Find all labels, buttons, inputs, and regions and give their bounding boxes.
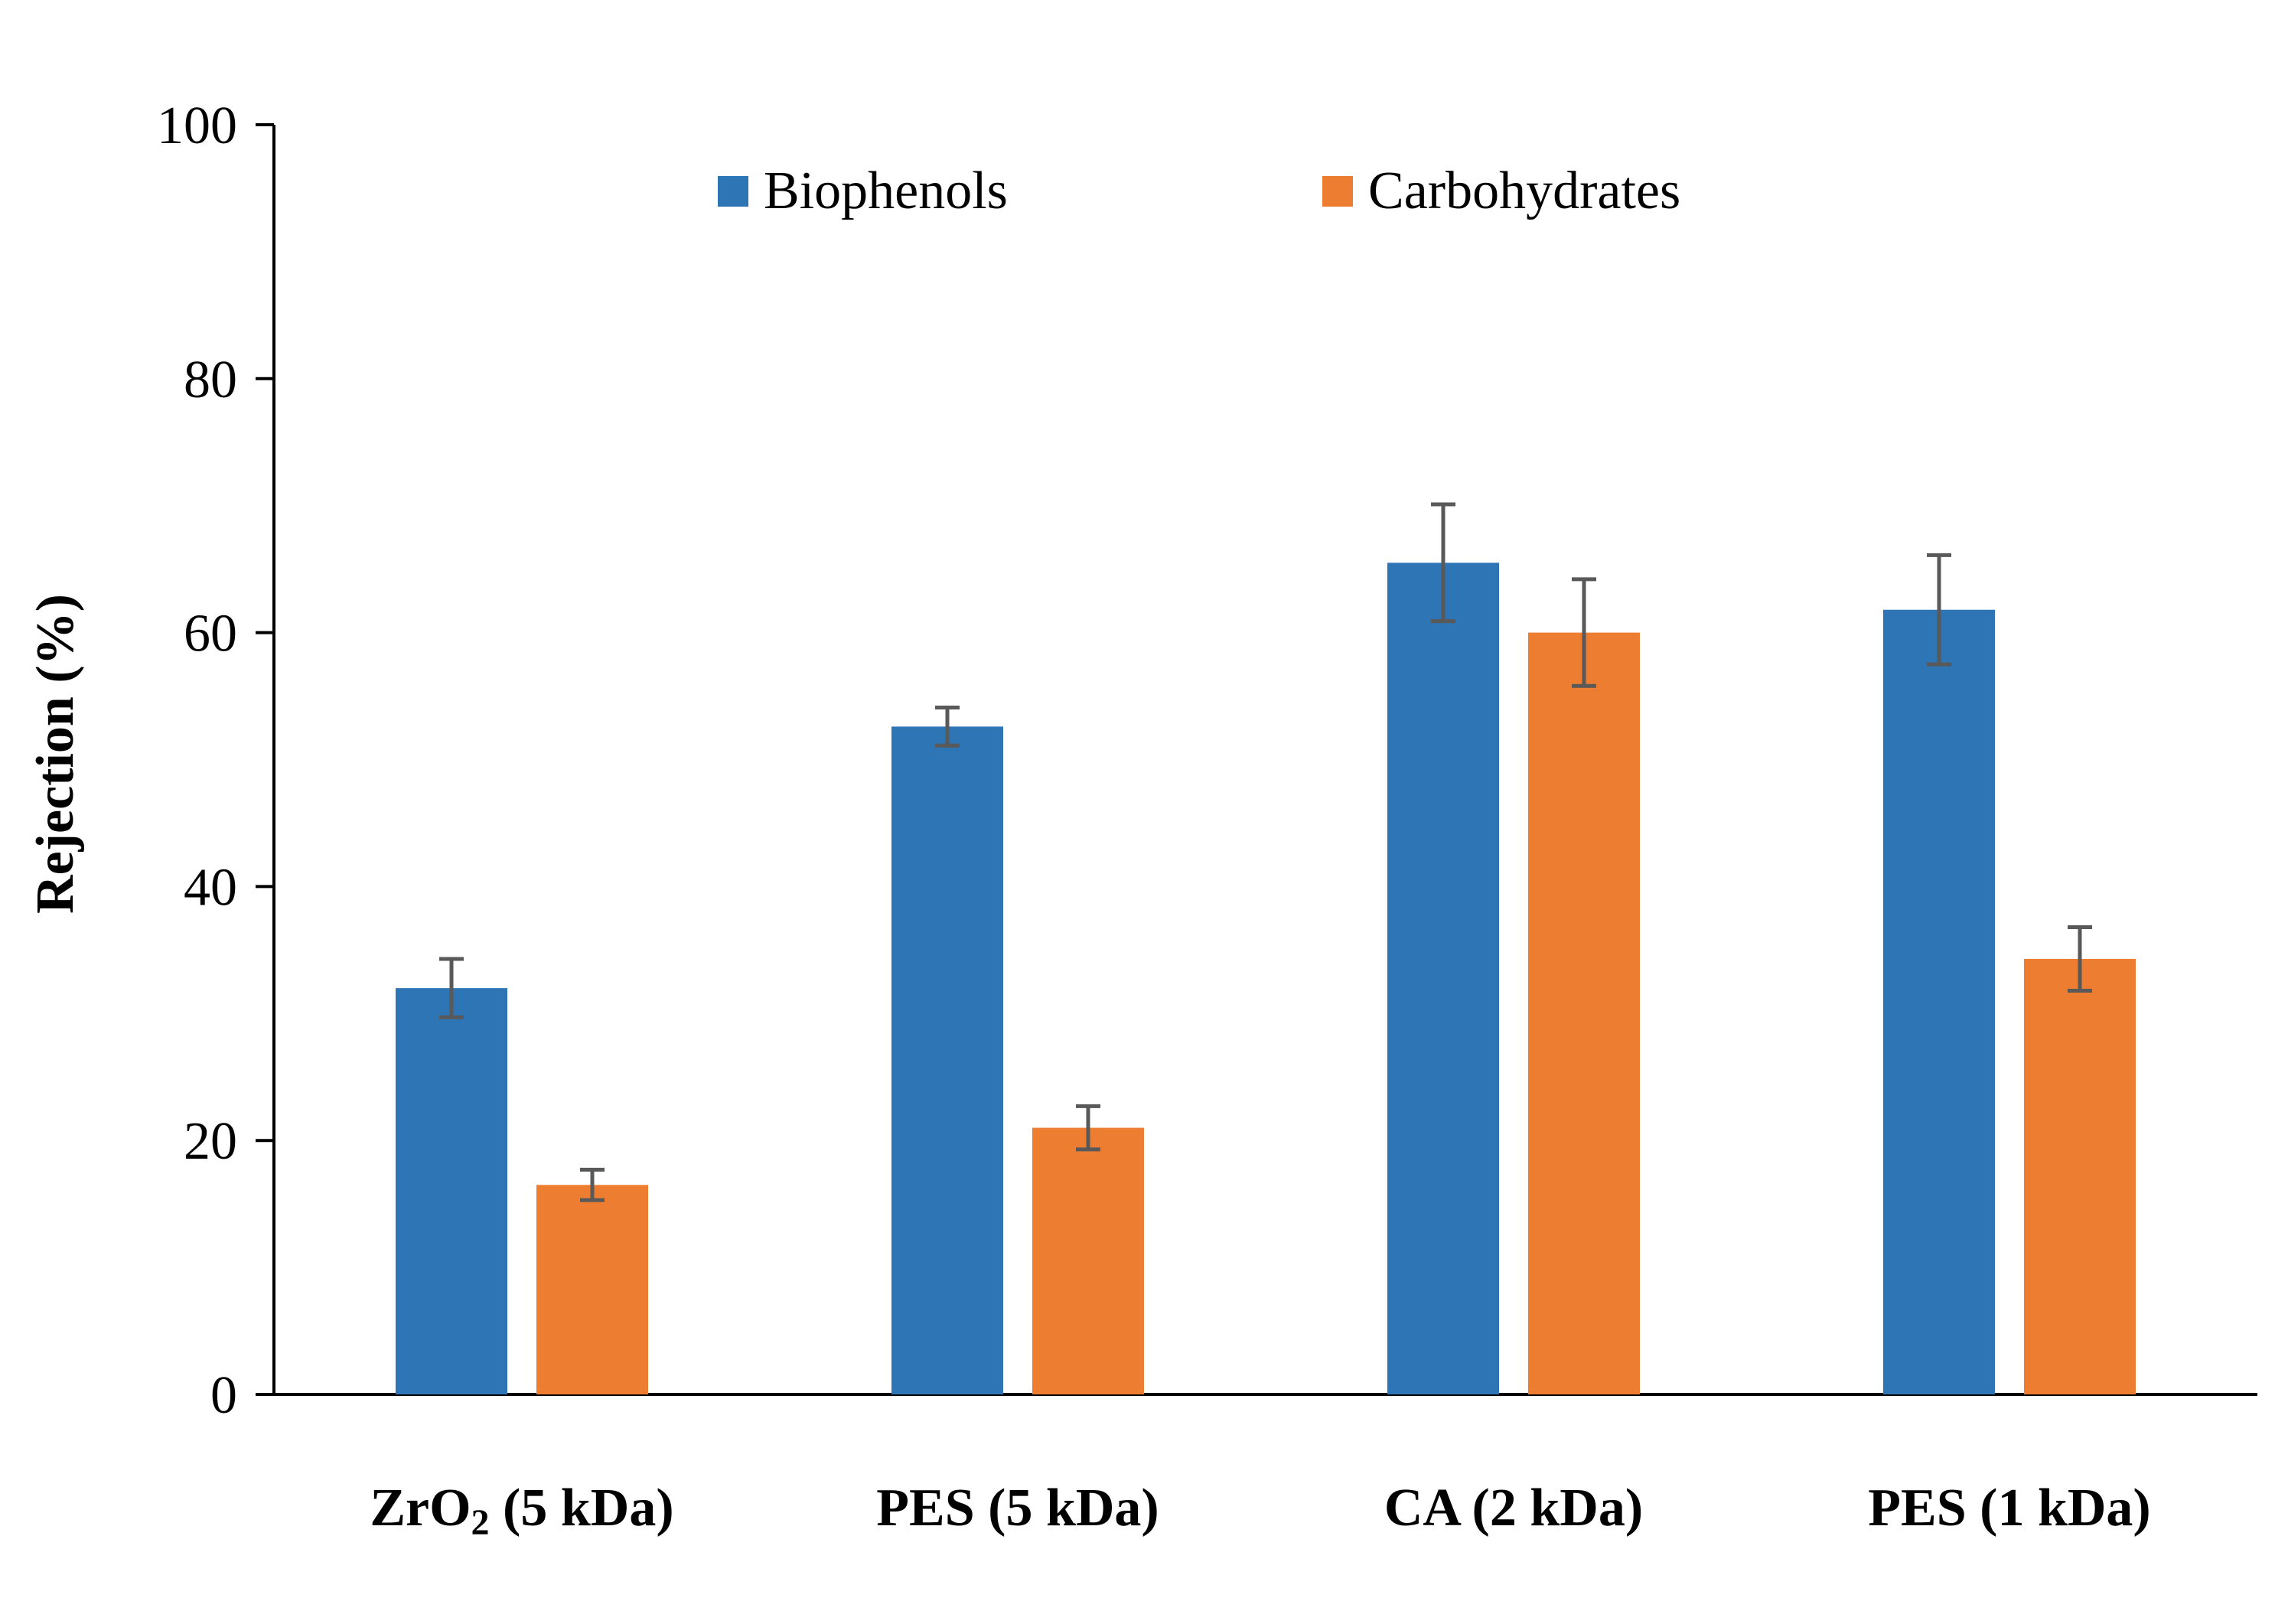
bar-carbohydrates-3 bbox=[2024, 958, 2136, 1394]
x-tick-label: CA (2 kDa) bbox=[1384, 1479, 1643, 1538]
error-bars-layer bbox=[439, 502, 2092, 1202]
bar-carbohydrates-0 bbox=[536, 1185, 648, 1394]
x-tick-label: PES (5 kDa) bbox=[876, 1479, 1159, 1538]
bar-biophenols-1 bbox=[891, 726, 1003, 1394]
y-axis-label: Rejection (%) bbox=[26, 594, 85, 914]
legend-swatch-carbohydrates bbox=[1322, 176, 1353, 207]
y-tick-label: 60 bbox=[184, 605, 237, 664]
x-tick-label: PES (1 kDa) bbox=[1868, 1479, 2150, 1538]
x-tick-label: ZrO2 (5 kDa) bbox=[370, 1479, 673, 1543]
bar-biophenols-3 bbox=[1883, 609, 1995, 1394]
legend: Biophenols Carbohydrates bbox=[718, 161, 1680, 220]
axes: 0 20 40 60 80 100 ZrO2 (5 kDa) PES (5 kDa) CA (2… bbox=[157, 96, 2257, 1543]
bars-layer bbox=[396, 563, 2136, 1394]
y-tick-label: 40 bbox=[184, 858, 237, 917]
legend-label-biophenols: Biophenols bbox=[764, 161, 1008, 220]
y-tick-label: 100 bbox=[157, 96, 237, 155]
bar-carbohydrates-2 bbox=[1528, 632, 1640, 1394]
legend-swatch-biophenols bbox=[718, 176, 748, 207]
y-tick-label: 0 bbox=[210, 1366, 237, 1425]
bar-biophenols-0 bbox=[396, 988, 507, 1394]
bar-biophenols-2 bbox=[1387, 563, 1499, 1394]
y-tick-label: 20 bbox=[184, 1112, 237, 1171]
bar-carbohydrates-1 bbox=[1032, 1127, 1144, 1394]
legend-label-carbohydrates: Carbohydrates bbox=[1368, 161, 1680, 220]
y-tick-label: 80 bbox=[184, 351, 237, 409]
